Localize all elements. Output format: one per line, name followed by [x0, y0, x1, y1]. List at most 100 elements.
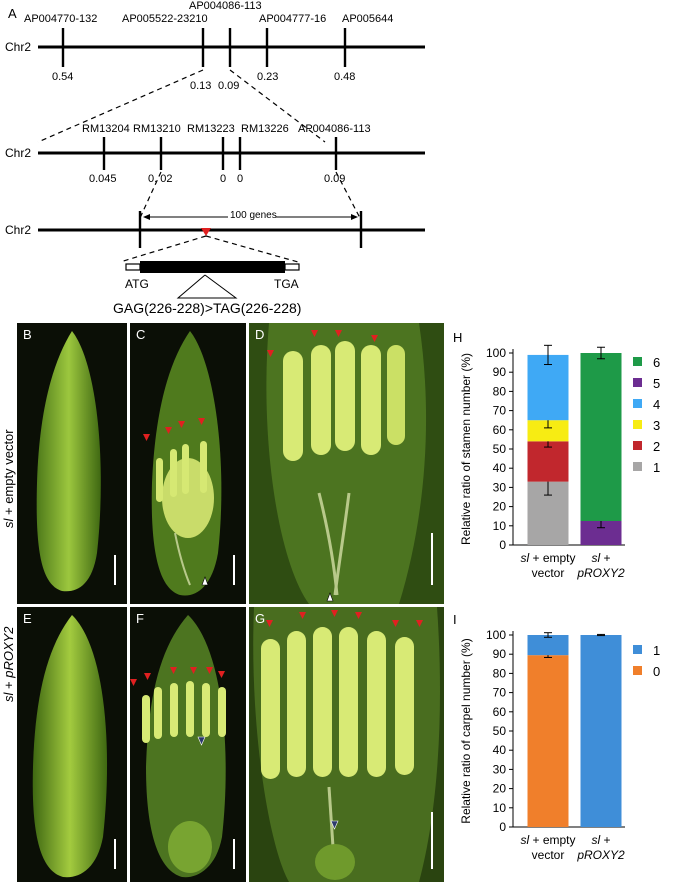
- row1-marker-value: 0.48: [334, 71, 356, 83]
- zoom-line-left: [37, 69, 204, 143]
- chart-h-category-label: sl + empty: [520, 551, 575, 565]
- chart-h-y-tick-label: 40: [493, 461, 507, 475]
- chart-i-y-tick-label: 90: [493, 647, 507, 661]
- panel-h-letter: H: [453, 330, 463, 345]
- chart-h-legend-label-3: 3: [653, 418, 660, 433]
- chart-i-legend-swatch-1: [633, 645, 642, 654]
- row2-marker-value: 0: [237, 173, 244, 185]
- row1-marker-value: 0.09: [218, 80, 240, 92]
- chart-h-y-tick-label: 70: [493, 404, 507, 418]
- row2-marker-name: RM13210: [133, 123, 181, 135]
- chart-i-category-label: vector: [532, 848, 565, 862]
- chart-h-legend-swatch-1: [633, 462, 642, 471]
- photo-c-dissected-empty-vector: C: [130, 323, 246, 604]
- row1-marker-name: AP004777-16: [259, 13, 327, 25]
- chart-i-bar-segment-0: [527, 655, 569, 827]
- chart-h-y-tick-label: 10: [493, 519, 507, 533]
- chart-i-y-tick-label: 60: [493, 705, 507, 719]
- photo-d-closeup-empty-vector: D: [249, 323, 444, 604]
- mutation-callout: [176, 274, 238, 299]
- genes-label: 100 genes: [230, 210, 277, 221]
- panel-i-letter: I: [453, 612, 457, 627]
- row2-marker-value: 0.045: [89, 173, 117, 185]
- chart-h-legend-label-2: 2: [653, 439, 660, 454]
- chart-h-category-label: vector: [532, 566, 565, 580]
- chart-i-y-tick-label: 70: [493, 686, 507, 700]
- chart-i-category-label: sl + empty: [520, 833, 575, 847]
- chart-i-y-tick-label: 20: [493, 782, 507, 796]
- row2-chr-label: Chr2: [5, 146, 32, 160]
- chart-h-bar-segment-2: [527, 441, 569, 482]
- chart-h-y-tick-label: 0: [499, 538, 506, 552]
- zoom-line-gene-left: [119, 235, 207, 263]
- photo-b-spikelet-empty-vector: B: [17, 323, 127, 604]
- photo-e-label: E: [23, 611, 32, 626]
- chart-h-y-tick-label: 60: [493, 423, 507, 437]
- row2-marker-name: AP004086-113: [298, 123, 371, 135]
- chart-h-y-tick-label: 30: [493, 480, 507, 494]
- mutation-label: GAG(226-228)>TAG(226-228): [113, 300, 302, 316]
- chart-h-category-label: sl +: [591, 551, 610, 565]
- zoom-line-right: [229, 69, 326, 143]
- row3-chr-label: Chr2: [5, 223, 32, 237]
- row2-marker-value: 0.09: [324, 173, 346, 185]
- chart-i-category-label: pROXY2: [576, 848, 625, 862]
- chart-h-legend-swatch-6: [633, 357, 642, 366]
- row1-marker-name: AP004086-113: [189, 0, 262, 12]
- row1-marker-name: AP005522-23210: [122, 13, 208, 25]
- chart-i-y-tick-label: 50: [493, 724, 507, 738]
- chart-i-y-tick-label: 40: [493, 743, 507, 757]
- row1-chr-label: Chr2: [5, 40, 32, 54]
- chart-i-bar-segment-1: [580, 635, 622, 827]
- row1-marker-name: AP004770-132: [24, 13, 98, 25]
- chart-h-y-tick-label: 50: [493, 442, 507, 456]
- row2-marker-value: 0. 02: [148, 173, 173, 185]
- row2-marker-name: RM13223: [187, 123, 235, 135]
- photo-b-label: B: [23, 327, 32, 342]
- chart-i-legend-label-1: 1: [653, 643, 660, 658]
- chart-h-legend-swatch-5: [633, 378, 642, 387]
- photo-g-closeup-proxy2: G: [249, 607, 444, 882]
- photo-c-label: C: [136, 327, 146, 342]
- photo-g-label: G: [255, 611, 266, 626]
- gene-start-codon: ATG: [125, 277, 149, 291]
- photo-f-dissected-proxy2: F: [130, 607, 246, 882]
- utr-3prime: [284, 263, 300, 271]
- photo-f-label: F: [136, 611, 144, 626]
- chart-i-y-axis-label: Relative ratio of carpel number (%): [459, 638, 473, 823]
- chart-h-bar-segment-6: [580, 353, 622, 521]
- chart-i-category-label: sl +: [591, 833, 610, 847]
- chart-h-legend-label-6: 6: [653, 355, 660, 370]
- row1-marker-name: AP005644: [342, 13, 394, 25]
- chart-h-y-tick-label: 80: [493, 384, 507, 398]
- coding-sequence: [140, 261, 285, 273]
- chart-i-bar-segment-1: [527, 635, 569, 656]
- chart-h-legend-swatch-2: [633, 441, 642, 450]
- chart-i-y-tick-label: 80: [493, 666, 507, 680]
- chart-i-legend-swatch-0: [633, 666, 642, 675]
- chart-h-y-tick-label: 20: [493, 500, 507, 514]
- row2-marker-name: RM13226: [241, 123, 289, 135]
- panel-a-letter: A: [8, 6, 17, 21]
- chart-i-y-tick-label: 30: [493, 762, 507, 776]
- utr-5prime: [125, 263, 141, 271]
- row-label-proxy2: sl + pROXY2: [1, 626, 16, 702]
- chart-h-legend-swatch-4: [633, 399, 642, 408]
- chart-h-bar-segment-3: [527, 420, 569, 442]
- chart-h-stamen-number: 0 10 20 30 40 50 60 70 80 90 100 Relative ratio of …: [459, 344, 660, 580]
- row1-marker-value: 0.13: [190, 80, 212, 92]
- row2-marker-name: RM13204: [82, 123, 130, 135]
- chart-h-legend-label-5: 5: [653, 376, 660, 391]
- chart-h-legend-swatch-3: [633, 420, 642, 429]
- chart-h-category-label: pROXY2: [576, 566, 625, 580]
- chart-h-y-tick-label: 90: [493, 365, 507, 379]
- photo-e-spikelet-proxy2: E: [17, 607, 127, 882]
- chart-h-y-tick-label: 100: [486, 346, 506, 360]
- panel-a-diagram: [37, 28, 425, 299]
- chart-h-y-axis-label: Relative ratio of stamen number (%): [459, 353, 473, 545]
- chart-h-legend-label-1: 1: [653, 460, 660, 475]
- chart-i-y-tick-label: 0: [499, 820, 506, 834]
- chart-h-legend-label-4: 4: [653, 397, 660, 412]
- chart-i-y-tick-label: 10: [493, 801, 507, 815]
